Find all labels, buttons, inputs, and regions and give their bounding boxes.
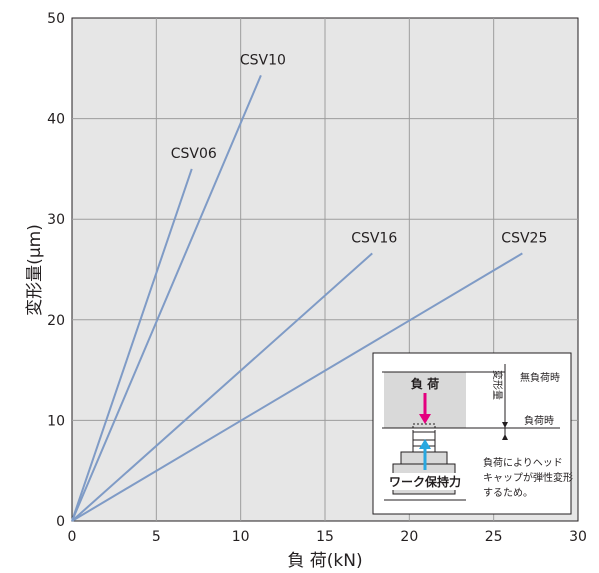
x-tick-label: 15 (316, 529, 334, 545)
holding-force-label-bg (387, 473, 463, 490)
y-tick-label: 30 (47, 212, 65, 228)
load-arrow-head (419, 414, 431, 424)
y-tick-label: 50 (47, 11, 65, 27)
x-tick-label: 20 (400, 529, 418, 545)
series-line-csv06 (71, 168, 193, 522)
inset-note-line-2: キャップが弾性変形 (483, 471, 573, 484)
inset-deflection-label: 変形量 (491, 370, 504, 400)
series-lines (71, 74, 523, 522)
x-tick-label: 5 (152, 529, 161, 545)
series-line-csv16 (71, 252, 373, 522)
series-label-csv06: CSV06 (171, 146, 217, 162)
y-tick-label: 40 (47, 112, 65, 128)
inset-loaded-label: 負荷時 (524, 415, 554, 427)
x-tick-label: 30 (569, 529, 587, 545)
x-axis-label: 負 荷(kN) (287, 551, 362, 571)
force-arrow-head (419, 439, 431, 449)
inset-note-line-1: 負荷によりヘッド (483, 457, 563, 469)
series-label-csv25: CSV25 (501, 230, 547, 246)
inset-diagram: 負 荷 ワーク保持力 変形量 無負荷時 負荷時 負荷によりヘッド キャップが弾性… (372, 352, 573, 515)
y-tick-label: 20 (47, 313, 65, 329)
y-axis-label: 変形量(μm) (25, 224, 45, 316)
tick-labels: 0 5 10 15 20 25 30 0 10 20 30 40 50 (47, 11, 587, 545)
deflection-arrow-top (502, 422, 508, 428)
x-tick-label: 0 (68, 529, 77, 545)
series-label-csv16: CSV16 (351, 230, 397, 246)
x-tick-label: 10 (232, 529, 250, 545)
y-tick-label: 10 (47, 413, 65, 429)
deflection-arrow-bottom (502, 434, 508, 440)
inset-holding-force-label: ワーク保持力 (389, 474, 461, 489)
series-label-csv10: CSV10 (240, 52, 286, 68)
y-tick-label: 0 (56, 514, 65, 530)
series-line-csv10 (71, 74, 262, 522)
series-line-csv25 (71, 252, 523, 522)
x-tick-label: 25 (485, 529, 503, 545)
inset-note-line-3: するため。 (483, 487, 533, 499)
series-labels: CSV06 CSV10 CSV16 CSV25 (171, 52, 548, 246)
inset-no-load-label: 無負荷時 (520, 371, 560, 384)
inset-load-label: 負 荷 (411, 376, 439, 391)
